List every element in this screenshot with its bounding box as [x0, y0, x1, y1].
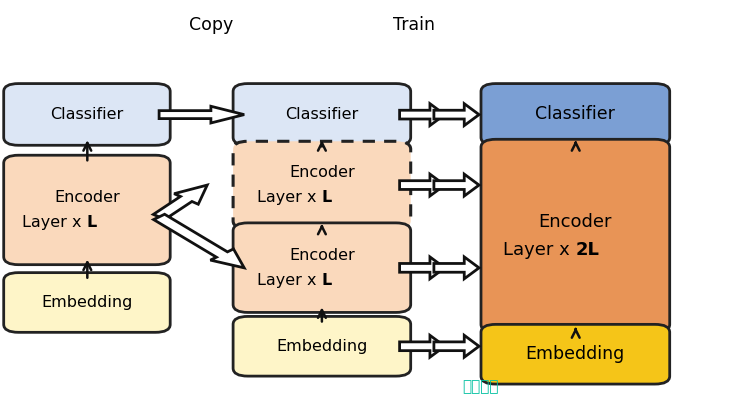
Polygon shape	[434, 335, 479, 357]
Text: Classifier: Classifier	[536, 105, 615, 123]
Text: Embedding: Embedding	[276, 339, 368, 354]
FancyBboxPatch shape	[4, 84, 170, 145]
Text: L: L	[87, 215, 97, 230]
Text: Encoder: Encoder	[539, 213, 612, 231]
Text: Classifier: Classifier	[50, 107, 124, 122]
Text: 谷普下载: 谷普下载	[462, 379, 499, 394]
Polygon shape	[400, 335, 445, 357]
Text: Layer x: Layer x	[503, 241, 576, 259]
FancyBboxPatch shape	[233, 84, 411, 145]
Text: Embedding: Embedding	[41, 295, 132, 310]
FancyBboxPatch shape	[481, 139, 670, 332]
Polygon shape	[154, 214, 244, 268]
Text: L: L	[322, 190, 332, 205]
Polygon shape	[159, 106, 244, 123]
Text: Copy: Copy	[189, 16, 233, 34]
FancyBboxPatch shape	[233, 223, 411, 312]
Polygon shape	[434, 174, 479, 196]
Text: Layer x: Layer x	[22, 215, 87, 230]
Polygon shape	[400, 257, 445, 279]
Text: 2L: 2L	[576, 241, 599, 259]
Text: Train: Train	[394, 16, 435, 34]
FancyBboxPatch shape	[481, 324, 670, 384]
FancyBboxPatch shape	[233, 316, 411, 376]
Text: Encoder: Encoder	[289, 248, 354, 263]
FancyBboxPatch shape	[481, 84, 670, 145]
Polygon shape	[153, 185, 207, 219]
Polygon shape	[434, 257, 479, 279]
FancyBboxPatch shape	[4, 273, 170, 332]
Text: Layer x: Layer x	[258, 190, 322, 205]
FancyBboxPatch shape	[4, 155, 170, 265]
Text: Layer x: Layer x	[258, 273, 322, 287]
Polygon shape	[400, 104, 445, 126]
FancyBboxPatch shape	[233, 141, 411, 229]
Text: Encoder: Encoder	[289, 165, 354, 180]
Text: Encoder: Encoder	[54, 190, 120, 205]
Text: Embedding: Embedding	[525, 345, 625, 363]
Polygon shape	[400, 174, 445, 196]
Polygon shape	[434, 104, 479, 126]
Text: Classifier: Classifier	[286, 107, 358, 122]
Text: L: L	[322, 273, 332, 287]
